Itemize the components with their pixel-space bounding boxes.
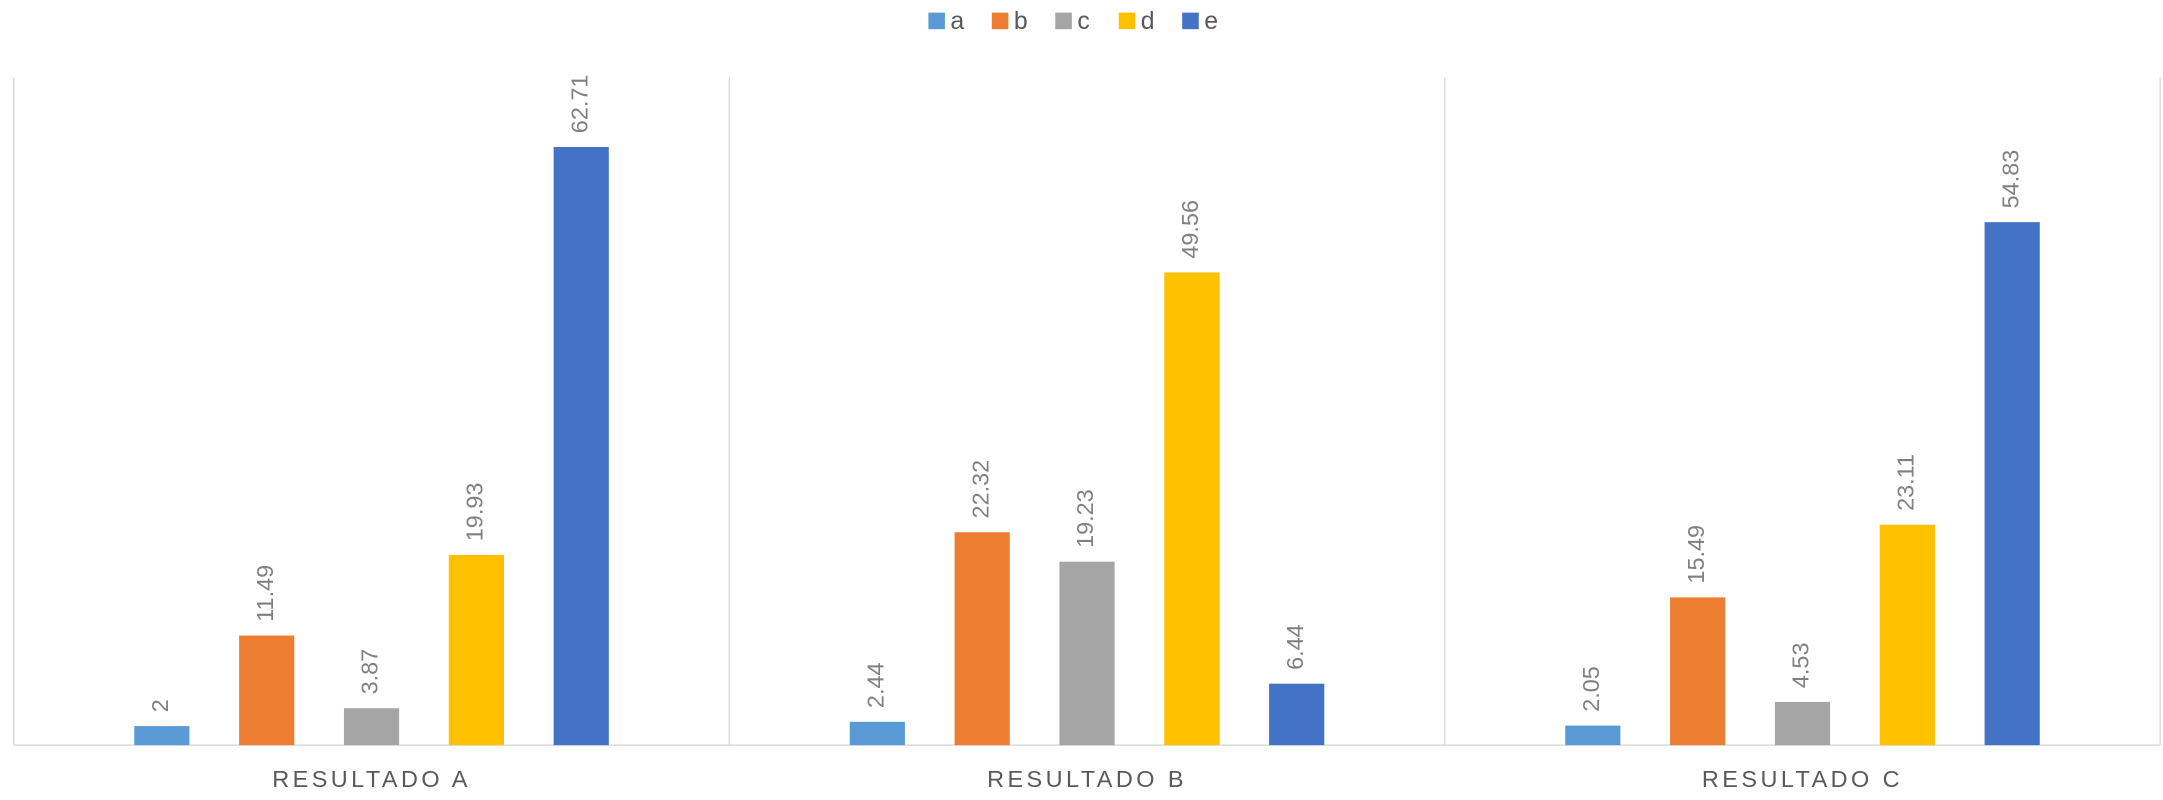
legend-label: b: [1014, 8, 1028, 35]
bar: [1774, 701, 1831, 746]
legend-label: e: [1204, 8, 1218, 35]
data-label: 62.71: [566, 75, 592, 134]
x-tick-label: RESULTADO B: [987, 766, 1187, 792]
x-tick-label: RESULTADO A: [272, 766, 471, 792]
data-label: 54.83: [1997, 150, 2023, 209]
bar: [1879, 524, 1935, 746]
bar: [1059, 561, 1115, 746]
x-tick-label: RESULTADO C: [1702, 766, 1903, 792]
data-label: 19.93: [462, 483, 488, 542]
data-label: 6.44: [1282, 624, 1308, 670]
bar: [1670, 597, 1726, 746]
bar: [1984, 222, 2040, 746]
data-label: 3.87: [357, 649, 383, 695]
data-label: 22.32: [967, 460, 993, 519]
legend-swatch: [928, 12, 945, 30]
legend-swatch: [991, 12, 1009, 30]
legend-label: a: [950, 8, 964, 35]
data-label: 15.49: [1683, 525, 1709, 584]
bar: [1269, 683, 1325, 746]
bar: [954, 532, 1010, 746]
legend-swatch: [1182, 12, 1199, 30]
data-label: 2.05: [1578, 666, 1604, 712]
data-label: 2: [147, 699, 173, 712]
legend-swatch: [1055, 12, 1072, 30]
data-label: 19.23: [1072, 489, 1098, 548]
legend-swatch: [1118, 12, 1136, 30]
data-label: 49.56: [1177, 200, 1203, 259]
data-label: 11.49: [252, 565, 278, 622]
data-label: 4.53: [1788, 642, 1814, 688]
bar: [239, 635, 295, 746]
legend-label: c: [1077, 8, 1089, 35]
bar: [134, 726, 190, 746]
bar: [553, 146, 609, 746]
bar: [1164, 272, 1220, 746]
bar: [1565, 725, 1621, 746]
bar: [849, 721, 905, 746]
data-label: 2.44: [863, 662, 889, 708]
legend-label: d: [1141, 8, 1155, 35]
bar: [448, 555, 504, 746]
data-label: 23.11: [1893, 454, 1919, 511]
bar: [343, 708, 400, 746]
